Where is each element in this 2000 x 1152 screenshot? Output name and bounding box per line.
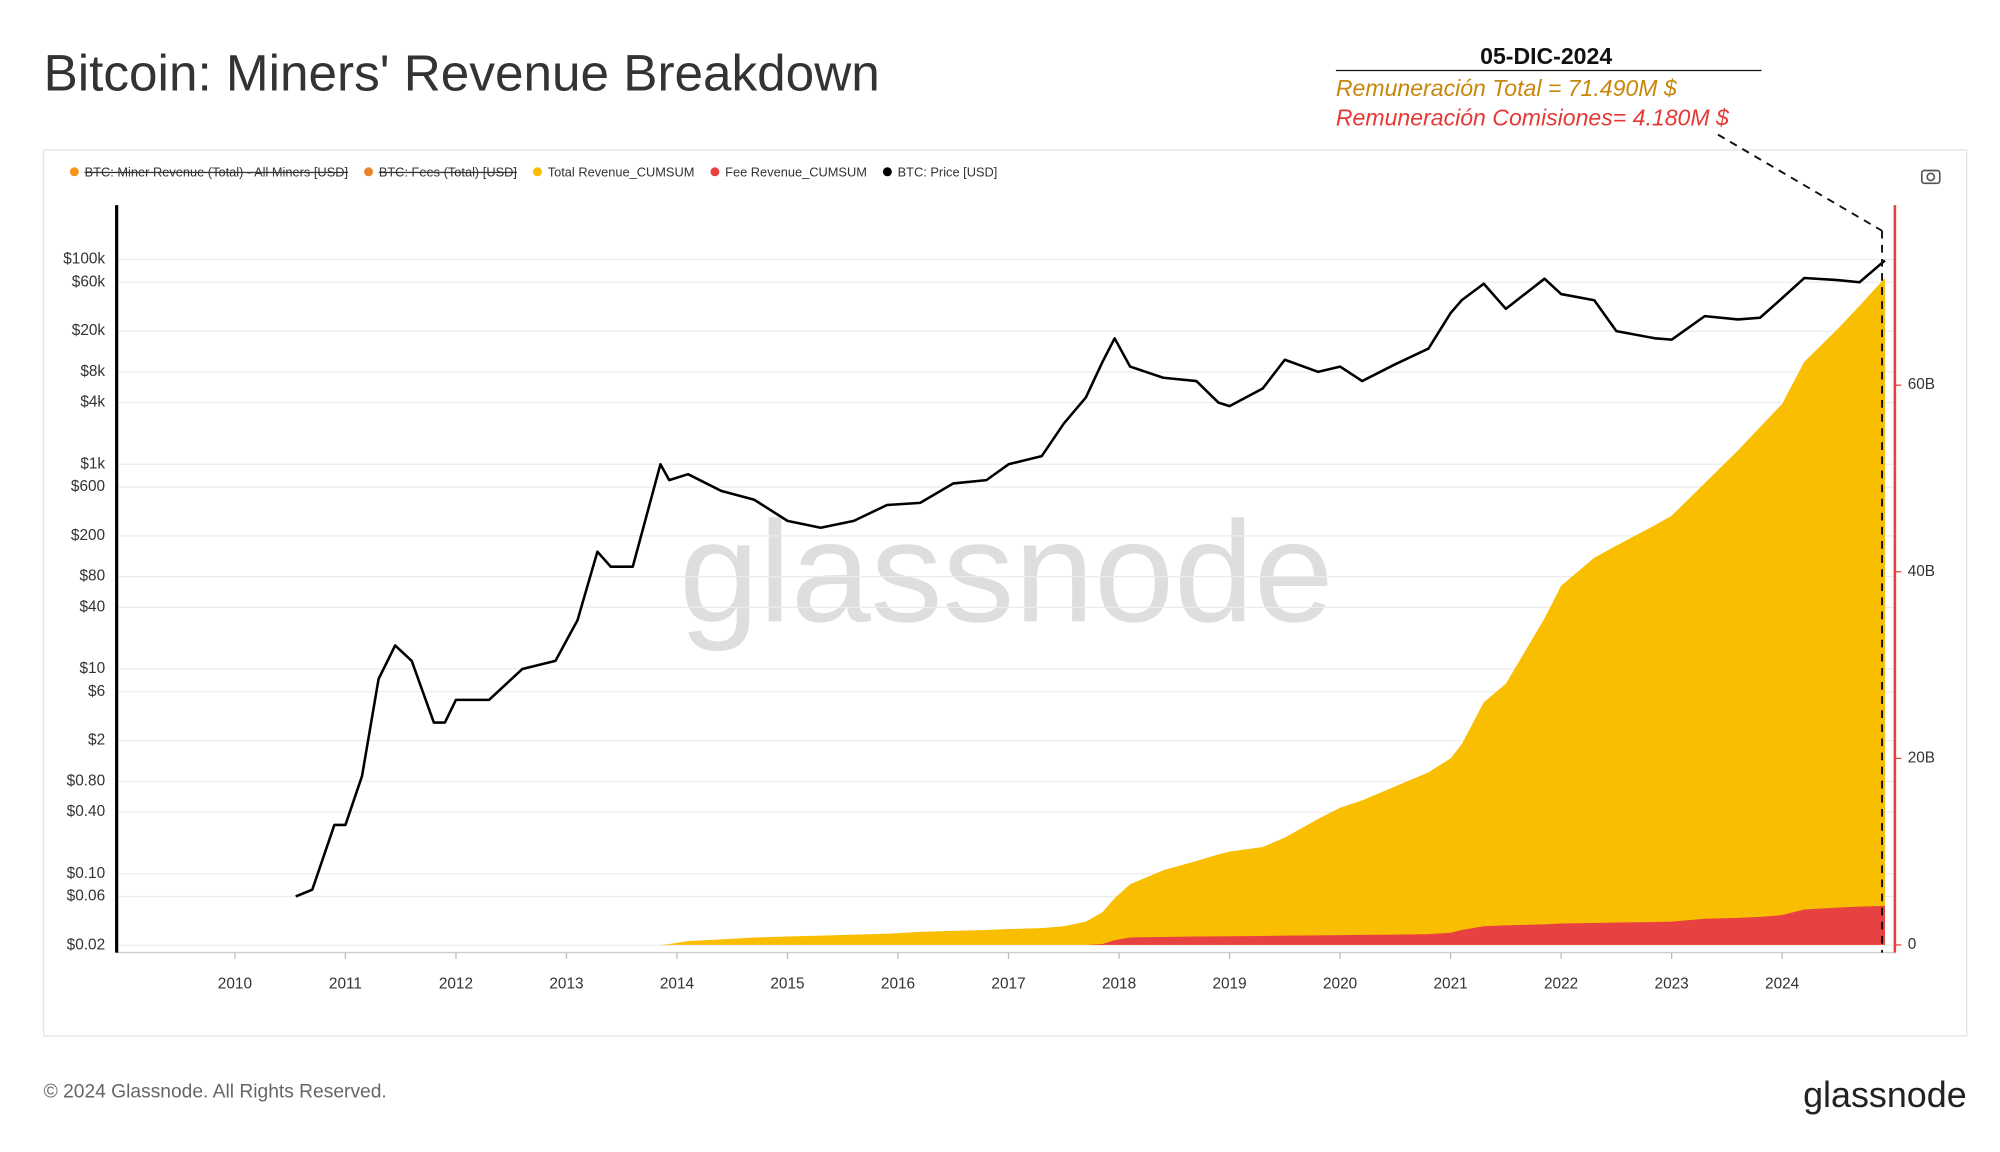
x-tick-label: 2018: [1102, 976, 1136, 993]
y2-tick-label: 20B: [1908, 749, 1935, 766]
legend-label[interactable]: BTC: Fees (Total) [USD]: [379, 164, 517, 179]
legend-swatch[interactable]: [69, 167, 79, 177]
y-tick-label: $40: [79, 598, 105, 615]
legend-swatch[interactable]: [532, 167, 542, 177]
x-tick-label: 2020: [1323, 976, 1357, 993]
axes: $100k $60k $20k $8k $4k $1k $600 $200 $80 $40 $10 $…: [63, 205, 1935, 993]
chart-title: Bitcoin: Miners' Revenue Breakdown: [44, 44, 880, 101]
legend-label[interactable]: Total Revenue_CUMSUM: [548, 164, 695, 179]
annotation-pointer: [1717, 133, 1883, 232]
y-tick-label: $8k: [80, 363, 105, 380]
x-tick-label: 2016: [881, 976, 915, 993]
x-tick-label: 2015: [770, 976, 804, 993]
y-tick-label: $0.06: [67, 888, 105, 905]
plot: [295, 259, 1886, 945]
y-tick-label: $100k: [63, 251, 105, 268]
y-tick-label: $600: [71, 478, 105, 495]
x-tick-label: 2010: [218, 976, 252, 993]
y-tick-label: $0.02: [67, 936, 105, 953]
y-tick-label: $0.10: [67, 865, 105, 882]
y-tick-label: $2: [88, 732, 105, 749]
x-tick-label: 2022: [1544, 976, 1578, 993]
y-tick-label: $6: [88, 683, 105, 700]
legend-label[interactable]: BTC: Miner Revenue (Total) - All Miners …: [85, 164, 348, 179]
legend-swatch[interactable]: [882, 167, 892, 177]
chart-card: [42, 149, 1968, 1037]
y-tick-label: $80: [79, 568, 105, 585]
camera-icon[interactable]: [1920, 169, 1941, 185]
x-tick-label: 2023: [1655, 976, 1689, 993]
x-tick-label: 2012: [439, 976, 473, 993]
y-tick-label: $20k: [72, 322, 106, 339]
y2-tick-label: 60B: [1908, 376, 1935, 393]
legend-label[interactable]: BTC: Price [USD]: [898, 164, 998, 179]
legend-swatch[interactable]: [710, 167, 720, 177]
legend: BTC: Miner Revenue (Total) - All Miners …: [69, 164, 998, 179]
x-tick-label: 2013: [549, 976, 583, 993]
price-line: [295, 259, 1886, 898]
annotation-total: Remuneración Total = 71.490M $: [1336, 75, 1678, 101]
y-tick-label: $0.40: [67, 803, 105, 820]
y-tick-label: $1k: [80, 455, 105, 472]
y-tick-label: $200: [71, 527, 105, 544]
logo: glassnode: [1803, 1075, 1967, 1115]
area: [295, 277, 1885, 945]
annotation-fees: Remuneración Comisiones= 4.180M $: [1336, 104, 1730, 130]
watermark: glassnode: [679, 492, 1334, 652]
x-tick-label: 2024: [1765, 976, 1800, 993]
y2-tick-label: 40B: [1908, 563, 1935, 580]
legend-swatch[interactable]: [364, 167, 374, 177]
annotation-date: 05-DIC-2024: [1480, 43, 1612, 69]
y2-tick-label: 0: [1908, 936, 1917, 953]
footer: © 2024 Glassnode. All Rights Reserved.: [44, 1081, 387, 1102]
y-tick-label: $10: [79, 660, 105, 677]
x-tick-label: 2014: [660, 976, 695, 993]
y-tick-label: $0.80: [67, 772, 105, 789]
legend-label[interactable]: Fee Revenue_CUMSUM: [725, 164, 867, 179]
x-tick-label: 2019: [1212, 976, 1246, 993]
y-tick-label: $4k: [80, 394, 105, 411]
x-tick-label: 2021: [1433, 976, 1467, 993]
x-tick-label: 2017: [991, 976, 1025, 993]
area: [295, 905, 1885, 945]
y-tick-label: $60k: [72, 273, 106, 290]
x-tick-label: 2011: [329, 976, 362, 993]
